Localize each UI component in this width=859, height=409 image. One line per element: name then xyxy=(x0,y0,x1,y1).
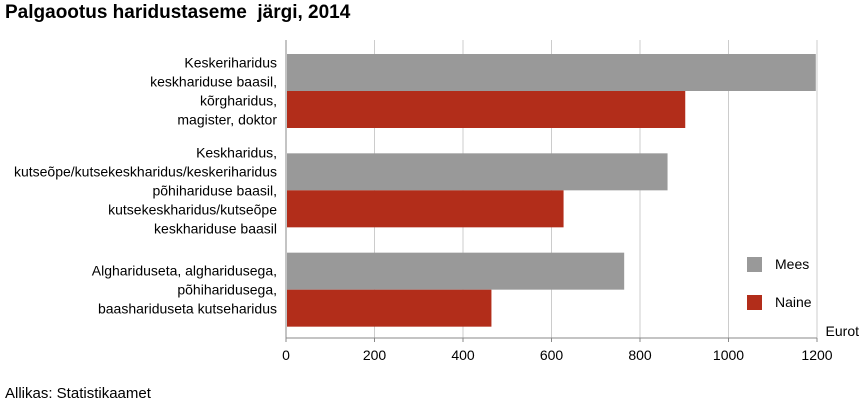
x-tick-label: 0 xyxy=(282,347,290,363)
x-tick-label: 800 xyxy=(628,347,652,363)
bar-mees xyxy=(287,153,668,191)
x-tick-label: 200 xyxy=(363,347,387,363)
category-labels: Keskeriharidus keskhariduse baasil, kõrgha… xyxy=(14,55,277,317)
legend-label-mees: Mees xyxy=(775,256,809,272)
category-label: Keskeriharidus keskhariduse baasil, kõrgha… xyxy=(150,55,277,128)
legend: Mees Naine xyxy=(747,256,812,310)
x-tick-label: 600 xyxy=(540,347,564,363)
legend-swatch-mees xyxy=(747,257,762,272)
x-axis-ticks: 0 200 400 600 800 1000 1200 xyxy=(282,338,833,363)
x-tick-label: 1000 xyxy=(713,347,744,363)
x-tick-label: 1200 xyxy=(801,347,832,363)
bar-mees xyxy=(287,252,625,290)
bars xyxy=(287,54,816,327)
category-label: Keskharidus, kutseõpe/kutsekeskharidus/ke… xyxy=(14,144,277,236)
bar-naine xyxy=(287,289,492,327)
bar-naine xyxy=(287,190,564,228)
bar-naine xyxy=(287,91,686,128)
category-label: Alghariduseta, algharidusega, põhiharidus… xyxy=(92,263,277,317)
legend-label-naine: Naine xyxy=(775,294,812,310)
bar-mees xyxy=(287,54,816,91)
chart-title: Palgaootus haridustaseme järgi, 2014 xyxy=(5,2,351,23)
x-tick-label: 400 xyxy=(451,347,475,363)
x-axis-title: Eurot xyxy=(826,323,859,339)
source-note: Allikas: Statistikaamet xyxy=(5,385,151,402)
legend-swatch-naine xyxy=(747,295,762,310)
